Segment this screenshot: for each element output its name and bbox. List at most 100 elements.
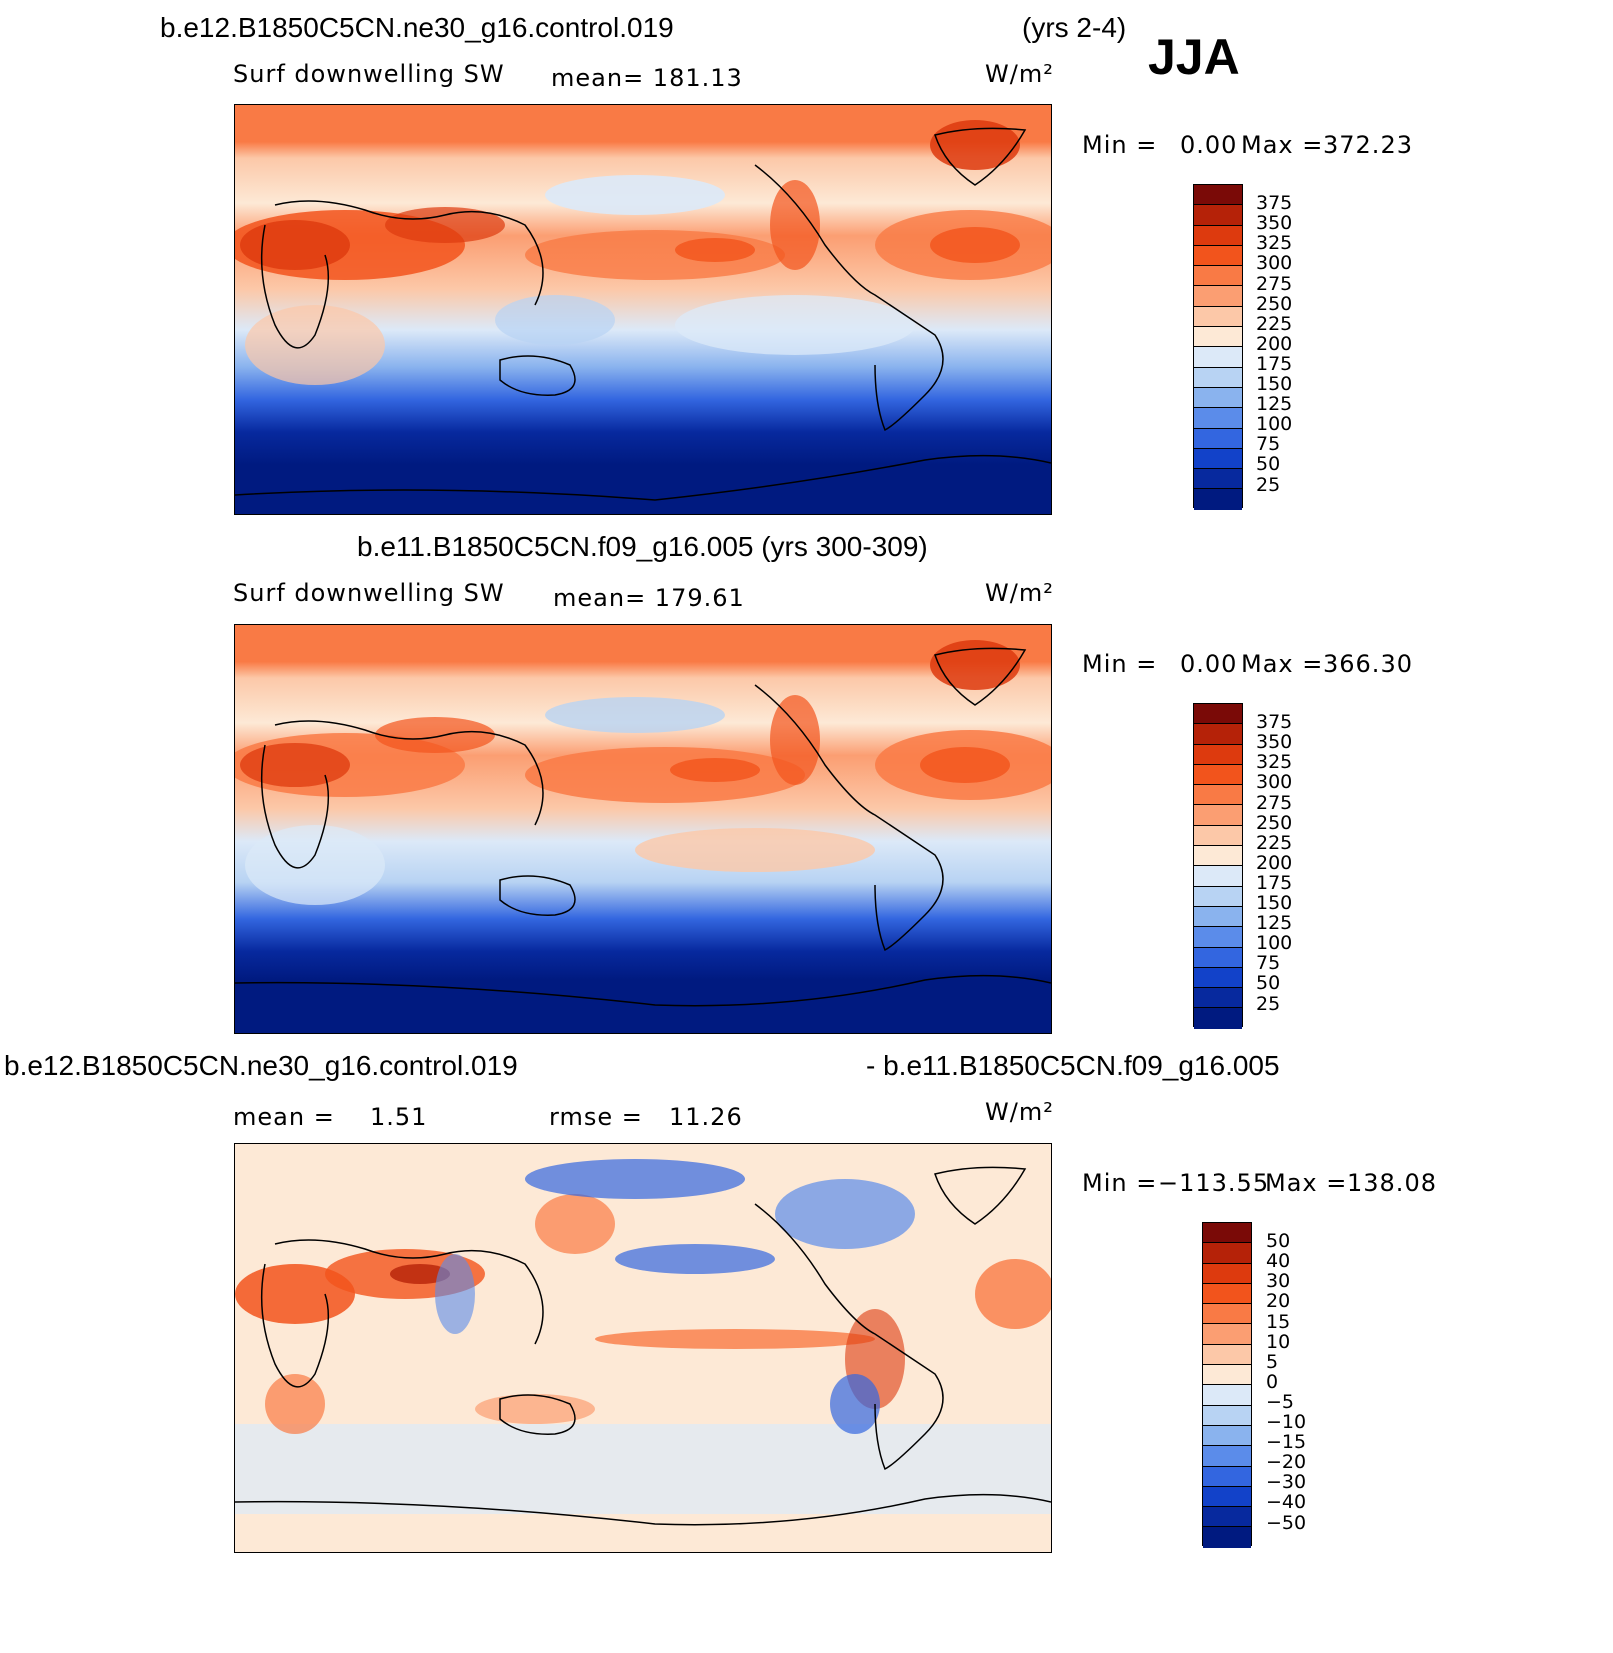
colorbar-swatch xyxy=(1203,1527,1251,1548)
colorbar-swatch xyxy=(1194,286,1242,307)
colorbar-swatch xyxy=(1194,205,1242,226)
colorbar-swatch xyxy=(1194,744,1242,765)
colorbar-swatch xyxy=(1194,866,1242,887)
panel3-min-value: −113.55 xyxy=(1158,1169,1270,1197)
panel2-max-value: 366.30 xyxy=(1323,650,1413,678)
colorbar-tick-label: 10 xyxy=(1266,1330,1291,1353)
colorbar-tick-label: 20 xyxy=(1266,1290,1291,1313)
colorbar-tick-label: 75 xyxy=(1256,952,1281,975)
panel3-colorbar xyxy=(1202,1222,1252,1548)
colorbar-swatch xyxy=(1203,1223,1251,1244)
panel2-colorbar xyxy=(1193,703,1243,1029)
colorbar-tick-label: 325 xyxy=(1256,232,1293,255)
colorbar-tick-label: 0 xyxy=(1266,1370,1279,1393)
colorbar-swatch xyxy=(1203,1405,1251,1426)
panel1-colorbar xyxy=(1193,184,1243,510)
colorbar-swatch xyxy=(1194,408,1242,429)
panel2-units: W/m² xyxy=(985,579,1054,607)
panel1-units: W/m² xyxy=(985,60,1054,88)
panel2-case-title: b.e11.B1850C5CN.f09_g16.005 (yrs 300-309… xyxy=(357,531,928,562)
colorbar-tick-label: 125 xyxy=(1256,912,1293,935)
colorbar-swatch xyxy=(1194,469,1242,490)
panel1-max-value: 372.23 xyxy=(1323,131,1413,159)
colorbar-tick-label: 5 xyxy=(1266,1350,1279,1373)
colorbar-swatch xyxy=(1194,306,1242,328)
panel1-min-value: 0.00 xyxy=(1180,131,1238,159)
colorbar-tick-label: 225 xyxy=(1256,831,1293,854)
colorbar-tick-label: 200 xyxy=(1256,332,1293,355)
colorbar-tick-label: 350 xyxy=(1256,731,1293,754)
colorbar-tick-label: 300 xyxy=(1256,771,1293,794)
colorbar-tick-label: 200 xyxy=(1256,851,1293,874)
colorbar-tick-label: 100 xyxy=(1256,413,1293,436)
colorbar-tick-label: 50 xyxy=(1266,1230,1291,1253)
colorbar-tick-label: 150 xyxy=(1256,892,1293,914)
season-label: JJA xyxy=(1148,29,1240,85)
panel3-mean-label: mean = xyxy=(233,1103,335,1131)
panel1-years: (yrs 2-4) xyxy=(1022,12,1127,43)
colorbar-tick-label: 25 xyxy=(1256,992,1281,1015)
colorbar-swatch xyxy=(1194,225,1242,246)
colorbar-tick-label: 275 xyxy=(1256,791,1293,814)
colorbar-swatch xyxy=(1194,764,1242,786)
colorbar-tick-label: 375 xyxy=(1256,711,1293,734)
panel3-map xyxy=(234,1143,1052,1553)
panel2-min-value: 0.00 xyxy=(1180,650,1238,678)
colorbar-swatch xyxy=(1194,967,1242,989)
panel3-case-a-title: b.e12.B1850C5CN.ne30_g16.control.019 xyxy=(4,1050,518,1081)
colorbar-swatch xyxy=(1194,245,1242,267)
panel3-max-label: Max = xyxy=(1265,1169,1348,1197)
colorbar-swatch xyxy=(1194,825,1242,847)
colorbar-tick-label: 375 xyxy=(1256,192,1293,215)
colorbar-tick-label: 30 xyxy=(1266,1270,1291,1293)
colorbar-swatch xyxy=(1203,1263,1251,1284)
colorbar-tick-label: 225 xyxy=(1256,312,1293,335)
panel2-min-label: Min = xyxy=(1082,650,1158,678)
colorbar-tick-label: 175 xyxy=(1256,352,1293,375)
colorbar-swatch xyxy=(1203,1486,1251,1508)
colorbar-swatch xyxy=(1194,704,1242,725)
colorbar-tick-label: 25 xyxy=(1256,473,1281,496)
colorbar-swatch xyxy=(1203,1507,1251,1528)
panel3-rmse-value: 11.26 xyxy=(669,1103,743,1131)
colorbar-swatch xyxy=(1194,947,1242,968)
colorbar-tick-label: 275 xyxy=(1256,272,1293,295)
colorbar-tick-label: −50 xyxy=(1266,1511,1307,1534)
colorbar-swatch xyxy=(1194,886,1242,907)
colorbar-swatch xyxy=(1194,428,1242,449)
colorbar-tick-label: −15 xyxy=(1266,1431,1307,1454)
colorbar-swatch xyxy=(1194,805,1242,826)
colorbar-swatch xyxy=(1194,387,1242,409)
colorbar-swatch xyxy=(1194,927,1242,948)
panel3-mean-value: 1.51 xyxy=(370,1103,428,1131)
colorbar-tick-label: −20 xyxy=(1266,1451,1307,1474)
panel2-max-label: Max = xyxy=(1241,650,1324,678)
panel3-rmse-label: rmse = xyxy=(549,1103,643,1131)
colorbar-tick-label: 250 xyxy=(1256,811,1293,834)
colorbar-swatch xyxy=(1203,1304,1251,1325)
panel3-max-value: 138.08 xyxy=(1347,1169,1437,1197)
panel2-map xyxy=(234,624,1052,1034)
colorbar-tick-label: 50 xyxy=(1256,972,1281,995)
panel3-map-svg xyxy=(235,1144,1051,1552)
colorbar-tick-label: 325 xyxy=(1256,751,1293,774)
panel3-min-label: Min = xyxy=(1082,1169,1158,1197)
colorbar-swatch xyxy=(1203,1425,1251,1447)
panel2-mean: mean= 179.61 xyxy=(553,584,745,612)
colorbar-swatch xyxy=(1203,1365,1251,1386)
colorbar-tick-label: −10 xyxy=(1266,1411,1307,1433)
colorbar-swatch xyxy=(1194,1008,1242,1029)
panel1-map-svg xyxy=(235,105,1051,514)
panel1-variable: Surf downwelling SW xyxy=(233,60,505,88)
colorbar-swatch xyxy=(1203,1344,1251,1366)
colorbar-swatch xyxy=(1203,1283,1251,1305)
colorbar-swatch xyxy=(1194,906,1242,928)
colorbar-tick-label: 250 xyxy=(1256,292,1293,315)
colorbar-tick-label: 150 xyxy=(1256,373,1293,395)
panel1-max-label: Max = xyxy=(1241,131,1324,159)
colorbar-tick-label: 75 xyxy=(1256,433,1281,456)
colorbar-tick-label: 175 xyxy=(1256,871,1293,894)
colorbar-swatch xyxy=(1194,785,1242,806)
colorbar-tick-label: −30 xyxy=(1266,1471,1307,1494)
colorbar-tick-label: 40 xyxy=(1266,1250,1291,1273)
